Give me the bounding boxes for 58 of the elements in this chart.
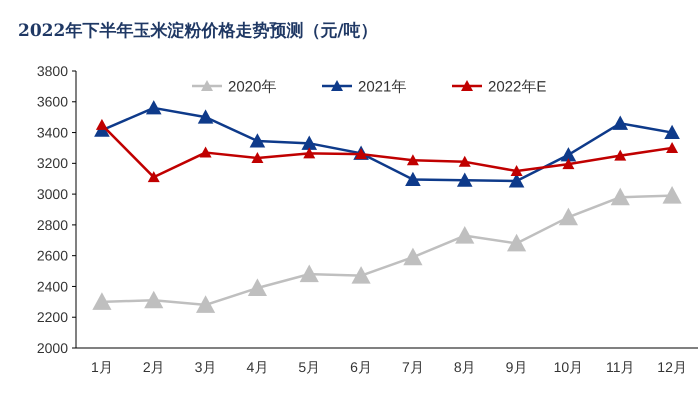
point (405, 172, 421, 186)
point (303, 147, 316, 158)
y-tick-label: 2000 (36, 340, 68, 356)
point (562, 158, 574, 170)
x-tick-label: 3月 (194, 359, 216, 375)
x-tick-label: 4月 (246, 359, 268, 375)
y-tick-label: 3400 (36, 124, 68, 140)
y-tick-label: 3600 (36, 94, 68, 110)
x-tick-label: 7月 (402, 359, 424, 375)
point (301, 136, 318, 150)
point (146, 100, 162, 114)
point (456, 172, 473, 187)
y-tick-label: 3200 (36, 155, 68, 172)
x-tick-label: 9月 (506, 359, 528, 375)
point (200, 146, 212, 158)
point (510, 165, 523, 176)
legend-label: 2022年E (488, 78, 546, 96)
point (662, 186, 682, 204)
chart-title: 2022年下半年玉米淀粉价格走势预测（元/吨） (18, 21, 378, 41)
x-tick-label: 1月 (91, 359, 113, 375)
point (148, 171, 160, 182)
point (300, 264, 319, 282)
point (612, 116, 628, 130)
point (558, 208, 578, 226)
x-tick-label: 6月 (350, 359, 372, 375)
point (196, 295, 216, 313)
y-tick-label: 2800 (36, 216, 68, 233)
point (351, 266, 371, 284)
point (610, 188, 630, 206)
point (251, 152, 264, 163)
y-tick-label: 3800 (36, 62, 68, 79)
point (614, 150, 626, 161)
legend-label: 2021年 (358, 78, 406, 96)
point (403, 248, 423, 266)
y-tick-label: 2600 (36, 248, 68, 264)
y-tick-label: 2400 (36, 278, 68, 294)
x-tick-label: 10月 (554, 359, 584, 375)
point (506, 234, 526, 252)
x-tick-label: 8月 (454, 359, 476, 375)
point (96, 118, 108, 130)
x-tick-label: 11月 (606, 359, 635, 375)
x-tick-label: 5月 (298, 359, 320, 375)
point (198, 109, 214, 124)
y-tick-label: 2200 (36, 309, 68, 326)
point (250, 133, 266, 148)
point (406, 154, 419, 166)
x-tick-label: 12月 (657, 359, 687, 375)
point (92, 292, 112, 310)
point (455, 226, 474, 244)
point (458, 156, 471, 167)
y-tick-label: 3000 (36, 186, 68, 202)
legend-label: 2020年 (228, 78, 276, 96)
point (666, 142, 678, 153)
x-tick-label: 2月 (142, 359, 165, 375)
point (144, 290, 164, 308)
point (248, 278, 268, 296)
point (664, 124, 680, 140)
point (560, 147, 576, 162)
